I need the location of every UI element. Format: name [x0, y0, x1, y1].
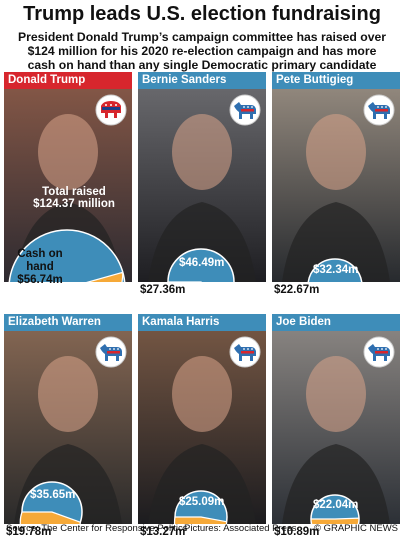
candidate-panel: Pete Buttigieg	[272, 72, 400, 282]
democrat-donkey-icon	[363, 94, 395, 126]
candidate-name: Kamala Harris	[138, 314, 266, 331]
candidate-panel: Bernie Sanders	[138, 72, 266, 282]
cash-on-hand-value: $10.89m	[274, 526, 320, 538]
total-raised-value: $22.04m	[313, 498, 359, 511]
pie-chart	[173, 490, 228, 524]
candidate-name: Donald Trump	[4, 72, 132, 89]
chart-title: Trump leads U.S. election fundraising	[23, 3, 381, 25]
candidate-name: Elizabeth Warren	[4, 314, 132, 331]
total-raised-value: $32.34m	[313, 264, 359, 277]
pie-chart	[307, 258, 363, 282]
graphic-news-credit: © GRAPHIC NEWS	[313, 523, 398, 534]
cash-on-hand-slice	[173, 516, 228, 524]
cash-on-hand-label: Cash on hand $56.74m	[12, 248, 68, 286]
cash-on-hand-slice	[310, 517, 360, 524]
total-raised-caption: Total raised	[42, 186, 106, 198]
democrat-donkey-icon	[229, 94, 261, 126]
chart-subtitle: President Donald Trump’s campaign commit…	[6, 30, 398, 72]
cash-on-hand-value: $22.67m	[274, 284, 320, 296]
cash-on-hand-value: $13.27m	[140, 526, 186, 538]
cash-on-hand-slice	[86, 271, 124, 282]
cash-on-hand-caption: Cash on hand	[17, 248, 63, 273]
cash-on-hand-value: $19.78m	[6, 526, 52, 538]
candidate-name: Pete Buttigieg	[272, 72, 400, 89]
candidate-name: Joe Biden	[272, 314, 400, 331]
pie-chart	[310, 494, 360, 524]
total-raised-label: Total raised $124.37 million	[26, 186, 122, 210]
democrat-donkey-icon	[363, 336, 395, 368]
candidate-portrait	[272, 72, 400, 282]
total-raised-value: $35.65m	[30, 488, 76, 501]
source-note: Source: The Center for Responsive Politi…	[6, 523, 188, 534]
republican-elephant-icon	[95, 94, 127, 126]
subtitle-line: President Donald Trump’s campaign commit…	[18, 30, 386, 44]
total-raised-value: $124.37 million	[33, 198, 115, 210]
total-raised-slice	[307, 258, 363, 282]
pie-chart	[8, 229, 126, 282]
candidate-panel: Elizabeth Warren	[4, 314, 132, 524]
watermark: GRAPHIC NEWS	[82, 286, 283, 313]
candidate-portrait	[272, 314, 400, 524]
cash-on-hand-value: $27.36m	[140, 284, 186, 296]
candidate-name: Bernie Sanders	[138, 72, 266, 89]
democrat-donkey-icon	[95, 336, 127, 368]
total-raised-slice	[8, 229, 126, 282]
total-raised-value: $25.09m	[179, 495, 225, 508]
pictures-credit: Pictures: Associated Press	[184, 523, 297, 534]
democrat-donkey-icon	[229, 336, 261, 368]
pie-chart	[19, 481, 83, 524]
total-raised-slice	[167, 248, 235, 282]
subtitle-line: cash on hand than any single Democratic …	[27, 58, 377, 72]
subtitle-line: $124 million for his 2020 re-election ca…	[27, 44, 377, 58]
pie-chart	[167, 248, 235, 282]
candidate-panel: Donald Trump	[4, 72, 132, 282]
total-raised-value: $46.49m	[179, 256, 225, 269]
cash-on-hand-slice	[19, 511, 81, 524]
cash-on-hand-value: $56.74m	[17, 274, 63, 286]
candidate-panel: Joe Biden	[272, 314, 400, 524]
candidate-panel: Kamala Harris	[138, 314, 266, 524]
